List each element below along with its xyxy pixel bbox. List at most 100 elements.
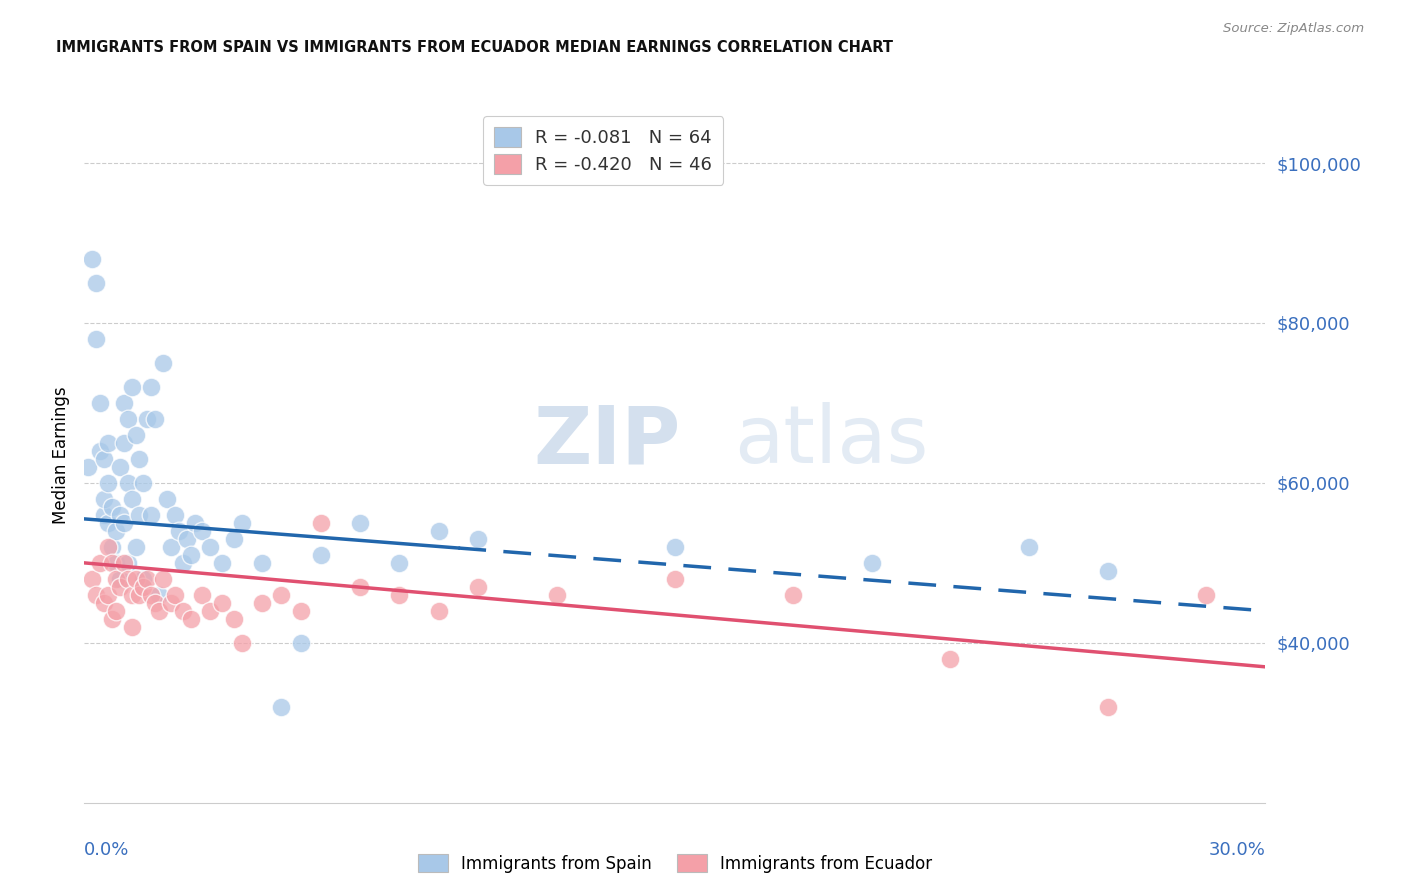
- Point: [104, 556, 127, 570]
- Point: [93, 451, 115, 466]
- Point: [211, 556, 233, 570]
- Point: [427, 524, 450, 538]
- Point: [1018, 540, 1040, 554]
- Point: [89, 556, 111, 570]
- Point: [121, 491, 143, 506]
- Point: [1097, 699, 1119, 714]
- Point: [97, 540, 120, 554]
- Point: [200, 604, 222, 618]
- Point: [112, 516, 135, 530]
- Point: [290, 604, 312, 618]
- Point: [141, 508, 163, 522]
- Point: [124, 572, 146, 586]
- Point: [270, 588, 292, 602]
- Point: [132, 580, 155, 594]
- Point: [156, 491, 179, 506]
- Point: [84, 276, 107, 290]
- Point: [128, 508, 150, 522]
- Point: [211, 596, 233, 610]
- Point: [939, 652, 962, 666]
- Point: [183, 516, 205, 530]
- Point: [167, 524, 190, 538]
- Point: [152, 572, 174, 586]
- Point: [664, 572, 686, 586]
- Y-axis label: Median Earnings: Median Earnings: [52, 386, 70, 524]
- Point: [112, 396, 135, 410]
- Point: [467, 532, 489, 546]
- Point: [176, 532, 198, 546]
- Point: [200, 540, 222, 554]
- Point: [121, 588, 143, 602]
- Point: [427, 604, 450, 618]
- Point: [108, 580, 131, 594]
- Point: [250, 596, 273, 610]
- Point: [97, 475, 120, 490]
- Point: [97, 516, 120, 530]
- Point: [82, 572, 104, 586]
- Point: [84, 332, 107, 346]
- Point: [101, 500, 124, 514]
- Text: Source: ZipAtlas.com: Source: ZipAtlas.com: [1223, 22, 1364, 36]
- Point: [117, 475, 139, 490]
- Text: atlas: atlas: [734, 402, 928, 480]
- Point: [108, 508, 131, 522]
- Point: [163, 508, 186, 522]
- Point: [1195, 588, 1218, 602]
- Point: [112, 556, 135, 570]
- Point: [93, 491, 115, 506]
- Point: [250, 556, 273, 570]
- Point: [117, 556, 139, 570]
- Point: [290, 636, 312, 650]
- Point: [104, 524, 127, 538]
- Text: 30.0%: 30.0%: [1209, 841, 1265, 859]
- Point: [104, 604, 127, 618]
- Point: [97, 436, 120, 450]
- Point: [128, 588, 150, 602]
- Point: [121, 620, 143, 634]
- Point: [77, 459, 100, 474]
- Point: [141, 588, 163, 602]
- Point: [349, 580, 371, 594]
- Point: [97, 588, 120, 602]
- Point: [664, 540, 686, 554]
- Point: [546, 588, 568, 602]
- Point: [101, 540, 124, 554]
- Point: [101, 556, 124, 570]
- Point: [152, 356, 174, 370]
- Point: [231, 636, 253, 650]
- Point: [191, 588, 214, 602]
- Legend: R = -0.081   N = 64, R = -0.420   N = 46: R = -0.081 N = 64, R = -0.420 N = 46: [484, 116, 723, 185]
- Point: [128, 451, 150, 466]
- Point: [388, 588, 411, 602]
- Point: [136, 572, 159, 586]
- Point: [163, 588, 186, 602]
- Text: 0.0%: 0.0%: [84, 841, 129, 859]
- Point: [89, 396, 111, 410]
- Point: [141, 380, 163, 394]
- Point: [148, 604, 170, 618]
- Point: [180, 548, 202, 562]
- Point: [231, 516, 253, 530]
- Legend: Immigrants from Spain, Immigrants from Ecuador: Immigrants from Spain, Immigrants from E…: [411, 847, 939, 880]
- Point: [148, 588, 170, 602]
- Point: [143, 596, 166, 610]
- Text: ZIP: ZIP: [533, 402, 681, 480]
- Point: [89, 444, 111, 458]
- Point: [172, 604, 194, 618]
- Point: [132, 572, 155, 586]
- Point: [222, 532, 245, 546]
- Point: [860, 556, 883, 570]
- Point: [93, 508, 115, 522]
- Point: [124, 540, 146, 554]
- Point: [104, 572, 127, 586]
- Point: [117, 412, 139, 426]
- Point: [309, 516, 332, 530]
- Point: [222, 612, 245, 626]
- Point: [143, 412, 166, 426]
- Point: [93, 596, 115, 610]
- Point: [117, 572, 139, 586]
- Point: [388, 556, 411, 570]
- Text: IMMIGRANTS FROM SPAIN VS IMMIGRANTS FROM ECUADOR MEDIAN EARNINGS CORRELATION CHA: IMMIGRANTS FROM SPAIN VS IMMIGRANTS FROM…: [56, 40, 893, 55]
- Point: [172, 556, 194, 570]
- Point: [309, 548, 332, 562]
